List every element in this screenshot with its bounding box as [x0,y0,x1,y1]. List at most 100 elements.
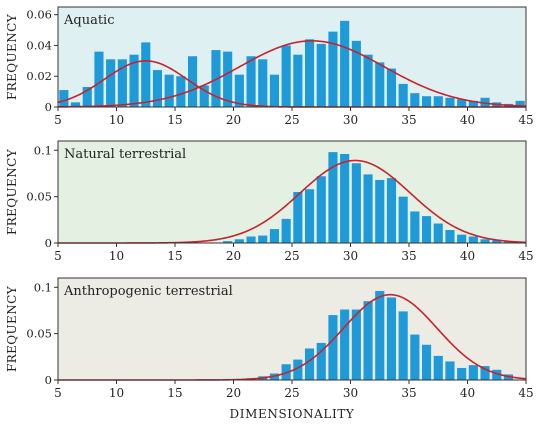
y-tick-label: 0.04 [26,38,52,52]
bar [234,74,244,107]
x-tick-label: 20 [226,249,241,263]
bar [117,59,127,107]
bar [199,85,209,107]
x-tick-label: 20 [226,386,241,400]
bar [258,235,268,243]
x-tick-label: 15 [167,249,182,263]
bar [246,56,256,107]
bar [445,230,455,243]
bar [433,223,443,243]
y-tick-label: 0 [45,373,52,387]
y-tick-label: 0.05 [26,327,52,341]
x-tick-label: 30 [343,386,358,400]
bar [445,97,455,107]
y-tick-label: 0.06 [26,8,52,22]
bar [515,100,525,107]
x-tick-label: 5 [54,113,62,127]
bar [351,309,361,380]
y-axis-label: FREQUENCY [5,148,19,235]
bar [328,315,338,380]
bar [223,51,233,107]
bar [375,179,385,243]
bar [304,348,315,380]
x-tick-label: 20 [226,113,241,127]
bar [375,62,385,107]
fit-curve [57,40,527,108]
bar [363,301,373,380]
x-tick-label: 15 [167,386,182,400]
y-tick-label: 0.02 [26,69,52,83]
bar [234,239,244,243]
x-tick-label: 10 [109,113,124,127]
y-tick-label: 0.05 [26,190,52,204]
panel-background [58,7,526,107]
bar [375,290,385,380]
bar [258,59,268,107]
panel-title: Aquatic [63,13,115,28]
bar [433,355,443,380]
x-tick-label: 45 [518,249,533,263]
bar [410,93,420,107]
bar [398,83,408,107]
bar [187,56,198,107]
chart-panel-3: 5 10 15 20 25 30 35 40 45 0 0.05 0.1 Anthropogenic t… [5,277,534,400]
chart-panel-2: 5 10 15 20 25 30 35 40 45 0 0.05 0.1 Natural terrest… [5,140,534,263]
bar [82,87,92,107]
bar [293,359,303,380]
bar [386,68,397,107]
bar [363,174,373,243]
bar [176,76,186,107]
bar [386,297,397,380]
bar [468,100,478,107]
bar [316,43,326,107]
bar [129,54,139,107]
bar [492,240,502,243]
bar [141,42,151,107]
bar [398,311,408,380]
x-tick-label: 10 [109,386,124,400]
bar [293,192,303,243]
x-tick-label: 30 [343,249,358,263]
x-tick-label: 40 [460,386,475,400]
bar [106,59,116,107]
bar [223,241,233,243]
bar [281,45,291,107]
y-tick-label: 0 [45,100,52,114]
bar [445,361,455,380]
bar [351,40,361,107]
bar [316,342,326,380]
bar [269,229,280,243]
x-tick-label: 5 [54,386,62,400]
bar [340,20,350,108]
x-tick-label: 35 [401,113,416,127]
bar [457,234,467,243]
bar [281,218,291,243]
y-axis-label: FREQUENCY [5,13,19,100]
x-tick-label: 25 [284,113,299,127]
bar [480,239,490,243]
bar [70,102,81,107]
chart-panel-1: 5 10 15 20 25 30 35 40 45 0 0.02 0.04 0.06 Aquatic FRE… [5,6,534,127]
bar [316,176,326,243]
bar [433,96,443,107]
x-tick-label: 35 [401,249,416,263]
bar [410,211,420,243]
x-tick-label: 35 [401,386,416,400]
y-tick-label: 0.1 [34,143,52,157]
x-tick-label: 40 [460,113,475,127]
y-tick-label: 0 [45,236,52,250]
bar [328,152,338,243]
bar [340,153,350,243]
bar [304,39,315,108]
bar [457,99,467,107]
bar [328,31,338,107]
bar [398,196,408,243]
panel-title: Natural terrestrial [64,147,186,162]
y-tick-label: 0.1 [34,280,52,294]
bar [480,366,490,380]
panel-background [58,141,526,243]
bar [246,236,256,243]
bar [340,309,350,380]
bar [421,344,432,380]
